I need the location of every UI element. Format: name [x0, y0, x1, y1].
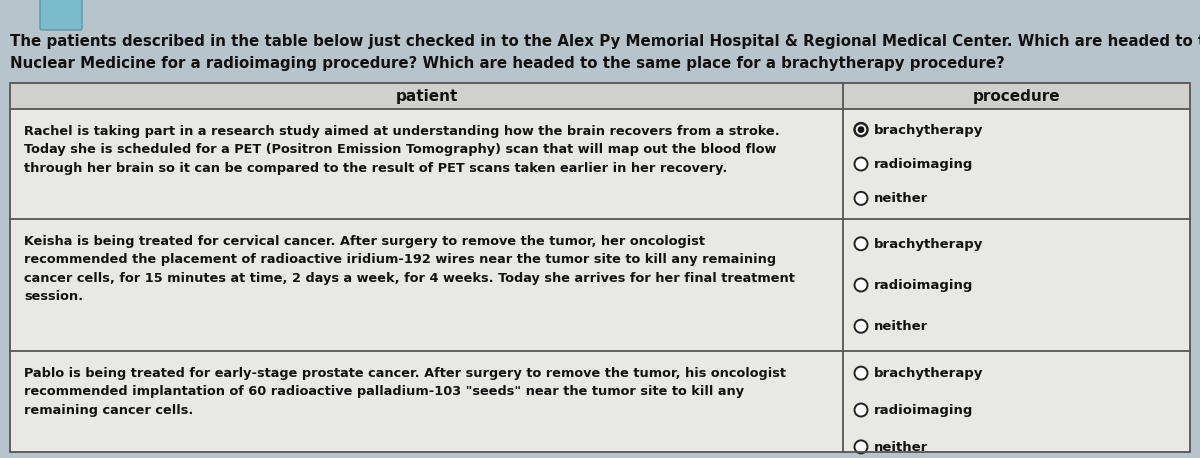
Circle shape [854, 192, 868, 205]
Text: radioimaging: radioimaging [874, 158, 973, 171]
Text: brachytherapy: brachytherapy [874, 124, 983, 136]
Text: patient: patient [395, 89, 457, 104]
Circle shape [854, 123, 868, 136]
Circle shape [854, 158, 868, 170]
Text: The patients described in the table below just checked in to the Alex Py Memoria: The patients described in the table belo… [10, 34, 1200, 71]
Text: Pablo is being treated for early-stage prostate cancer. After surgery to remove : Pablo is being treated for early-stage p… [24, 367, 786, 417]
Text: brachytherapy: brachytherapy [874, 367, 983, 380]
FancyBboxPatch shape [40, 0, 82, 30]
Circle shape [854, 366, 868, 380]
Circle shape [854, 320, 868, 333]
Bar [10, 83, 1190, 452]
Text: Keisha is being treated for cervical cancer. After surgery to remove the tumor, : Keisha is being treated for cervical can… [24, 235, 794, 304]
Text: radioimaging: radioimaging [874, 279, 973, 292]
Text: neither: neither [874, 192, 929, 205]
Text: procedure: procedure [973, 89, 1061, 104]
Bar [10, 83, 1190, 452]
Text: neither: neither [874, 441, 929, 454]
Circle shape [854, 278, 868, 291]
Circle shape [854, 403, 868, 416]
Circle shape [858, 126, 864, 133]
Text: radioimaging: radioimaging [874, 404, 973, 417]
Text: v: v [56, 7, 66, 22]
Text: neither: neither [874, 320, 929, 333]
Circle shape [854, 237, 868, 250]
Text: Rachel is taking part in a research study aimed at understanding how the brain r: Rachel is taking part in a research stud… [24, 125, 780, 175]
Bar [10, 83, 1190, 109]
Text: brachytherapy: brachytherapy [874, 238, 983, 251]
Circle shape [854, 441, 868, 453]
